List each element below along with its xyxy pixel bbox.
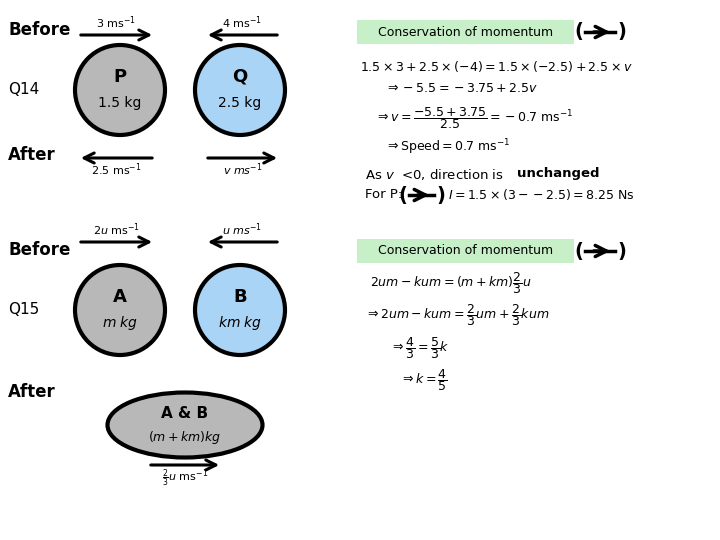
- Ellipse shape: [107, 393, 263, 457]
- Text: (: (: [574, 23, 583, 42]
- Text: $2um-kum=(m+km)\dfrac{2}{3}u$: $2um-kum=(m+km)\dfrac{2}{3}u$: [370, 270, 531, 296]
- Text: 3 ms$^{-1}$: 3 ms$^{-1}$: [96, 15, 137, 31]
- Text: 4 ms$^{-1}$: 4 ms$^{-1}$: [222, 15, 263, 31]
- FancyBboxPatch shape: [357, 239, 574, 263]
- Text: 1.5 kg: 1.5 kg: [99, 96, 142, 110]
- Text: A: A: [113, 288, 127, 306]
- Text: After: After: [8, 383, 55, 401]
- Text: $\Rightarrow k=\dfrac{4}{5}$: $\Rightarrow k=\dfrac{4}{5}$: [400, 367, 448, 393]
- Text: 2.5 ms$^{-1}$: 2.5 ms$^{-1}$: [91, 161, 142, 178]
- Text: $1.5\times3+2.5\times(-4)=1.5\times(-2.5)+2.5\times v$: $1.5\times3+2.5\times(-4)=1.5\times(-2.5…: [360, 58, 633, 73]
- Text: $km$ kg: $km$ kg: [218, 314, 262, 332]
- Text: $(m+km)$kg: $(m+km)$kg: [148, 429, 222, 446]
- Text: Before: Before: [8, 241, 71, 259]
- Text: $\Rightarrow\dfrac{4}{3}=\dfrac{5}{3}k$: $\Rightarrow\dfrac{4}{3}=\dfrac{5}{3}k$: [390, 335, 449, 361]
- Text: P: P: [114, 68, 127, 86]
- Text: B: B: [233, 288, 247, 306]
- Text: 2.5 kg: 2.5 kg: [218, 96, 261, 110]
- Text: Q14: Q14: [8, 83, 40, 98]
- Text: $\Rightarrow v=\dfrac{-5.5+3.75}{2.5}=-0.7\ \mathrm{ms}^{-1}$: $\Rightarrow v=\dfrac{-5.5+3.75}{2.5}=-0…: [375, 105, 574, 131]
- Text: Q: Q: [233, 68, 248, 86]
- Text: Q15: Q15: [8, 302, 40, 318]
- Circle shape: [195, 265, 285, 355]
- Text: $\Rightarrow-5.5=-3.75+2.5v$: $\Rightarrow-5.5=-3.75+2.5v$: [385, 83, 538, 96]
- Circle shape: [75, 265, 165, 355]
- Text: ): ): [617, 241, 626, 260]
- Text: ): ): [617, 23, 626, 42]
- Text: (: (: [398, 186, 407, 205]
- Text: $2u$ ms$^{-1}$: $2u$ ms$^{-1}$: [93, 221, 140, 238]
- Text: $m$ kg: $m$ kg: [102, 314, 138, 332]
- Text: unchanged: unchanged: [517, 167, 600, 180]
- Text: $\Rightarrow \mathrm{Speed}=0.7\ \mathrm{ms}^{-1}$: $\Rightarrow \mathrm{Speed}=0.7\ \mathrm…: [385, 137, 510, 157]
- Text: $\Rightarrow2\mathit{um}-\mathit{kum}=\dfrac{2}{3}\mathit{um}+\dfrac{2}{3}\mathi: $\Rightarrow2\mathit{um}-\mathit{kum}=\d…: [365, 302, 549, 328]
- Circle shape: [195, 45, 285, 135]
- FancyBboxPatch shape: [357, 20, 574, 44]
- Text: $u$ ms$^{-1}$: $u$ ms$^{-1}$: [222, 221, 263, 238]
- Text: As $v$  <0, direction is: As $v$ <0, direction is: [365, 166, 505, 181]
- Text: After: After: [8, 146, 55, 164]
- Text: $v$ ms$^{-1}$: $v$ ms$^{-1}$: [222, 161, 262, 178]
- Text: A & B: A & B: [161, 406, 209, 421]
- Text: Conservation of momentum: Conservation of momentum: [378, 25, 553, 38]
- Text: Before: Before: [8, 21, 71, 39]
- Text: $\frac{2}{3}u$ ms$^{-1}$: $\frac{2}{3}u$ ms$^{-1}$: [162, 468, 208, 489]
- Text: For P:: For P:: [365, 188, 402, 201]
- Circle shape: [75, 45, 165, 135]
- Text: (: (: [574, 241, 583, 260]
- Text: $I=1.5\times(3--2.5)=8.25\ \mathrm{Ns}$: $I=1.5\times(3--2.5)=8.25\ \mathrm{Ns}$: [448, 187, 634, 202]
- Text: Conservation of momentum: Conservation of momentum: [378, 245, 553, 258]
- Text: ): ): [436, 186, 445, 205]
